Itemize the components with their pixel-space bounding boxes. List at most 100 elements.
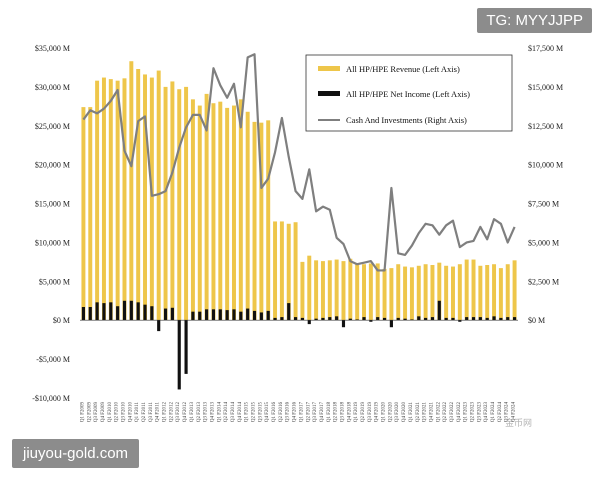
left-axis: $35,000 M $30,000 M $25,000 M $20,000 M $15,… bbox=[32, 44, 70, 403]
income-bar bbox=[170, 307, 174, 321]
x-tick-label: Q2 F2024 bbox=[498, 402, 503, 423]
x-tick-label: Q1 F2015 bbox=[245, 402, 250, 423]
revenue-bar bbox=[231, 105, 236, 321]
x-tick-label: Q3 F2018 bbox=[340, 402, 345, 423]
income-bar bbox=[266, 310, 270, 321]
x-tick-label: Q4 F2020 bbox=[402, 402, 407, 423]
revenue-bar bbox=[403, 266, 408, 321]
income-bar bbox=[184, 320, 188, 374]
x-tick-label: Q1 F2020 bbox=[382, 402, 387, 423]
x-tick-label: Q3 F2015 bbox=[258, 402, 263, 423]
x-tick-label: Q4 F2016 bbox=[293, 402, 298, 423]
revenue-bar bbox=[348, 258, 353, 321]
income-bar bbox=[143, 304, 147, 321]
x-tick-label: Q2 F2011 bbox=[142, 402, 147, 422]
income-bar bbox=[232, 309, 236, 321]
x-tick-label: Q3 F2014 bbox=[231, 402, 236, 423]
revenue-bar bbox=[238, 99, 243, 321]
revenue-bar bbox=[430, 265, 435, 321]
left-tick-label: $10,000 M bbox=[35, 238, 70, 247]
revenue-bar bbox=[101, 77, 106, 321]
x-tick-label: Q4 F2024 bbox=[512, 402, 517, 423]
legend-label-revenue: All HP/HPE Revenue (Left Axis) bbox=[346, 64, 460, 74]
income-bar bbox=[273, 317, 277, 321]
revenue-bar bbox=[355, 264, 360, 321]
income-bar bbox=[157, 320, 161, 332]
revenue-bar bbox=[437, 262, 442, 321]
revenue-bar bbox=[409, 267, 414, 321]
revenue-bar bbox=[156, 70, 161, 321]
income-bar bbox=[205, 309, 209, 321]
x-tick-label: Q2 F2018 bbox=[334, 402, 339, 423]
left-tick-label: $25,000 M bbox=[35, 122, 70, 131]
income-bar bbox=[403, 318, 407, 321]
x-tick-label: Q4 F2011 bbox=[156, 402, 161, 422]
left-tick-label: $15,000 M bbox=[35, 200, 70, 209]
income-bar bbox=[341, 320, 346, 328]
x-tick-label: Q3 F2020 bbox=[395, 402, 400, 423]
x-tick-label: Q2 F2019 bbox=[361, 402, 366, 423]
x-tick-label: Q3 F2016 bbox=[286, 402, 291, 423]
revenue-bar bbox=[478, 265, 483, 321]
right-tick-label: $17,500 M bbox=[528, 44, 563, 53]
x-tick-label: Q1 F2013 bbox=[190, 402, 195, 423]
revenue-bar bbox=[368, 263, 373, 321]
x-tick-label: Q1 F2014 bbox=[217, 402, 222, 423]
legend: All HP/HPE Revenue (Left Axis) All HP/HP… bbox=[305, 54, 513, 132]
income-bar bbox=[198, 311, 202, 321]
revenue-bar bbox=[320, 261, 325, 321]
x-tick-label: Q1 F2017 bbox=[299, 402, 304, 423]
revenue-bar bbox=[197, 105, 202, 321]
income-bar bbox=[478, 317, 482, 321]
income-bar bbox=[355, 319, 359, 321]
x-tick-label: Q1 F2018 bbox=[327, 402, 332, 423]
x-tick-label: Q3 F2009 bbox=[94, 402, 99, 423]
income-bar bbox=[335, 316, 339, 321]
revenue-bar bbox=[334, 259, 339, 321]
income-bar bbox=[458, 320, 462, 322]
x-tick-label: Q2 F2023 bbox=[471, 402, 476, 423]
income-bar bbox=[444, 317, 448, 321]
income-bar bbox=[136, 302, 140, 321]
income-bar bbox=[314, 318, 318, 321]
revenue-bar bbox=[375, 263, 380, 321]
revenue-bar bbox=[204, 93, 209, 321]
legend-label-income: All HP/HPE Net Income (Left Axis) bbox=[346, 89, 470, 99]
left-tick-label: $35,000 M bbox=[35, 44, 70, 53]
revenue-bar bbox=[362, 264, 367, 321]
income-bar bbox=[116, 306, 120, 321]
income-bar bbox=[362, 317, 366, 321]
revenue-bar bbox=[81, 107, 86, 321]
income-bar bbox=[376, 317, 380, 321]
revenue-bar bbox=[108, 79, 113, 321]
right-tick-label: $5,000 M bbox=[528, 238, 559, 247]
revenue-bar bbox=[464, 259, 469, 321]
x-tick-label: Q4 F2010 bbox=[128, 402, 133, 423]
x-tick-label: Q1 F2019 bbox=[354, 402, 359, 423]
revenue-bar bbox=[300, 261, 305, 321]
income-bar bbox=[177, 320, 181, 390]
revenue-bar bbox=[485, 265, 490, 321]
x-tick-label: Q3 F2010 bbox=[121, 402, 126, 423]
income-bar bbox=[239, 311, 243, 321]
income-bar bbox=[81, 307, 85, 321]
income-bar bbox=[513, 317, 517, 321]
revenue-bar bbox=[396, 264, 401, 321]
revenue-bar bbox=[184, 86, 189, 321]
income-bar bbox=[109, 302, 113, 321]
income-bar bbox=[389, 320, 393, 328]
right-tick-label: $15,000 M bbox=[528, 83, 563, 92]
x-tick-label: Q3 F2013 bbox=[204, 402, 209, 423]
income-bar bbox=[485, 317, 489, 321]
income-bar bbox=[492, 316, 496, 321]
x-tick-label: Q1 F2010 bbox=[108, 402, 113, 423]
income-bar bbox=[417, 316, 421, 321]
income-bar bbox=[225, 310, 229, 321]
revenue-bar bbox=[492, 264, 497, 321]
revenue-bar bbox=[211, 103, 216, 321]
x-tick-label: Q1 F2021 bbox=[409, 402, 414, 423]
x-tick-label: Q4 F2012 bbox=[183, 402, 188, 423]
revenue-bar bbox=[95, 80, 100, 321]
x-tick-label: Q2 F2015 bbox=[252, 402, 257, 423]
